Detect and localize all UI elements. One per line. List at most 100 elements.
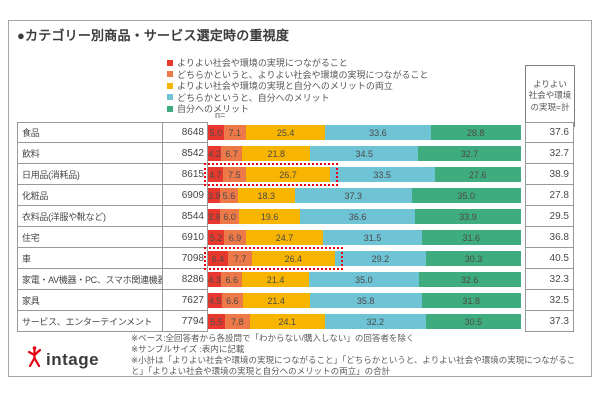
row-total: 27.8: [525, 185, 574, 206]
bar-segment: 31.5: [323, 230, 422, 245]
sample-size: 8615: [163, 164, 208, 185]
row-total: 40.5: [525, 248, 574, 269]
segment-value: 26.7: [279, 169, 297, 180]
category-label: 住宅: [17, 227, 163, 248]
segment-value: 32.2: [366, 316, 385, 327]
chart-title: ●カテゴリー別商品・サービス選定時の重視度: [17, 28, 290, 43]
bar-segment: 4.7: [208, 167, 223, 182]
category-label: サービス、エンターテインメント: [17, 311, 163, 332]
segment-value: 21.8: [267, 148, 285, 159]
legend-item: どちらかというと、よりよい社会や環境の実現につながること: [167, 69, 428, 81]
bar-segment: 5.0: [208, 125, 224, 140]
segment-value: 33.9: [459, 211, 477, 222]
logo-text: intage: [46, 349, 100, 369]
logo-mark-icon: [27, 345, 42, 374]
footnote: ※小計は「よりよい社会や環境の実現につながること」「どちらかというと、よりよい社…: [131, 354, 576, 376]
category-label: 食品: [17, 122, 163, 143]
segment-value: 18.3: [257, 190, 276, 201]
stacked-bar: 4.5 6.6 21.4 35.8 31.8: [208, 293, 521, 308]
segment-value: 35.0: [457, 190, 476, 201]
bar-segment: 3.9: [208, 188, 220, 203]
stacked-bar: 4.7 7.5 26.7 33.5 27.6: [208, 167, 521, 182]
bar-segment: 26.7: [246, 167, 330, 182]
segment-value: 31.8: [462, 295, 481, 306]
sample-size: 7794: [163, 311, 208, 332]
bar-segment: 35.0: [411, 188, 521, 203]
bar-segment: 37.3: [294, 188, 412, 203]
stacked-bar: 3.9 5.6 18.3 37.3 35.0: [208, 188, 521, 203]
segment-value: 30.3: [464, 253, 483, 264]
segment-value: 33.6: [369, 127, 387, 138]
bar-segment: 28.8: [430, 125, 521, 140]
bar-segment: 6.4: [208, 251, 229, 266]
segment-value: 28.8: [466, 127, 485, 138]
report-slide: ●カテゴリー別商品・サービス選定時の重視度 よりよい社会や環境の実現につながるこ…: [8, 20, 592, 377]
sample-size: 6910: [163, 227, 208, 248]
legend-item: よりよい社会や環境の実現と自分へのメリットの両立: [167, 80, 428, 92]
bar-segment: 24.7: [245, 230, 324, 245]
stacked-bar: 3.9 6.0 19.6 36.6 33.9: [208, 209, 521, 224]
bar-segment: 5.2: [208, 230, 225, 245]
segment-value: 24.7: [275, 232, 294, 243]
category-label: 家具: [17, 290, 163, 311]
category-label: 家電・AV機器・PC、スマホ関連機器: [17, 269, 163, 290]
segment-value: 35.0: [355, 274, 373, 285]
segment-value: 6.9: [228, 232, 242, 243]
segment-value: 30.5: [464, 316, 483, 327]
segment-value: 25.4: [276, 127, 295, 138]
bar-segment: 32.6: [418, 272, 521, 287]
footnotes: ※ベース:全回答者から各設問で「わからない/購入しない」の回答者を除く ※サンプル…: [131, 333, 587, 377]
sample-size: 8286: [163, 269, 208, 290]
segment-value: 36.6: [348, 211, 367, 222]
stacked-bar: 4.2 6.7 21.8 34.5 32.7: [208, 146, 521, 161]
segment-value: 6.0: [223, 211, 236, 222]
stacked-bar: 6.4 7.7 26.4 29.2 30.3: [208, 251, 521, 266]
legend-item: よりよい社会や環境の実現につながること: [167, 57, 428, 69]
bar-segment: 30.5: [425, 314, 522, 329]
row-total: 32.3: [525, 269, 574, 290]
legend-item: 自分へのメリット: [167, 103, 428, 115]
bar-segment: 29.2: [334, 251, 427, 266]
legend-label: どちらかというと、自分へのメリット: [177, 92, 330, 103]
segment-value: 32.6: [460, 274, 479, 285]
row-total: 32.7: [525, 143, 574, 164]
category-label: 車: [17, 248, 163, 269]
bar-segment: 25.4: [245, 125, 326, 140]
segment-value: 21.4: [266, 274, 285, 285]
bar-segment: 5.5: [208, 314, 226, 329]
sample-size: 6909: [163, 185, 208, 206]
table-row: 飲料 8542 4.2 6.7 21.8 34.5 32.7 32.7: [9, 143, 593, 164]
segment-value: 34.5: [355, 148, 374, 159]
table-row: 衣料品(洋服や靴など) 8544 3.9 6.0 19.6 36.6 33.9 29.5: [9, 206, 593, 227]
category-label: 衣料品(洋服や靴など): [17, 206, 163, 227]
footnote: ※ベース:全回答者から各設問で「わからない/購入しない」の回答者を除く: [131, 333, 415, 343]
bar-segment: 4.2: [208, 146, 222, 161]
legend-item: どちらかというと、自分へのメリット: [167, 92, 428, 104]
bar-segment: 31.6: [421, 230, 521, 245]
bar-segment: 7.5: [222, 167, 247, 182]
bar-segment: 36.6: [300, 209, 415, 224]
bar-segment: 6.0: [220, 209, 239, 224]
legend-label: 自分へのメリット: [177, 104, 250, 115]
legend-swatch-icon: [167, 94, 173, 101]
segment-value: 26.4: [284, 253, 303, 264]
legend-label: どちらかというと、よりよい社会や環境の実現につながること: [177, 69, 429, 80]
segment-value: 5.2: [209, 232, 223, 243]
legend: よりよい社会や環境の実現につながること どちらかというと、よりよい社会や環境の実現…: [167, 57, 428, 115]
segment-value: 4.5: [208, 295, 222, 306]
bar-segment: 34.5: [310, 146, 419, 161]
row-total: 37.6: [525, 122, 574, 143]
segment-value: 7.8: [231, 316, 244, 327]
segment-value: 4.7: [209, 169, 222, 180]
segment-value: 21.4: [267, 295, 285, 306]
row-total: 36.8: [525, 227, 574, 248]
table-row: 家電・AV機器・PC、スマホ関連機器 8286 4.3 6.6 21.4 35.0 32.6…: [9, 269, 593, 290]
legend-swatch-icon: [167, 71, 173, 78]
bar-segment: 26.4: [252, 251, 335, 266]
row-total: 37.3: [525, 311, 574, 332]
bar-segment: 35.8: [309, 293, 422, 308]
bar-segment: 31.8: [421, 293, 521, 308]
table-row: 日用品(消耗品) 8615 4.7 7.5 26.7 33.5 27.6 38.9: [9, 163, 593, 186]
bar-segment: 21.8: [242, 146, 311, 161]
row-total: 32.5: [525, 290, 574, 311]
